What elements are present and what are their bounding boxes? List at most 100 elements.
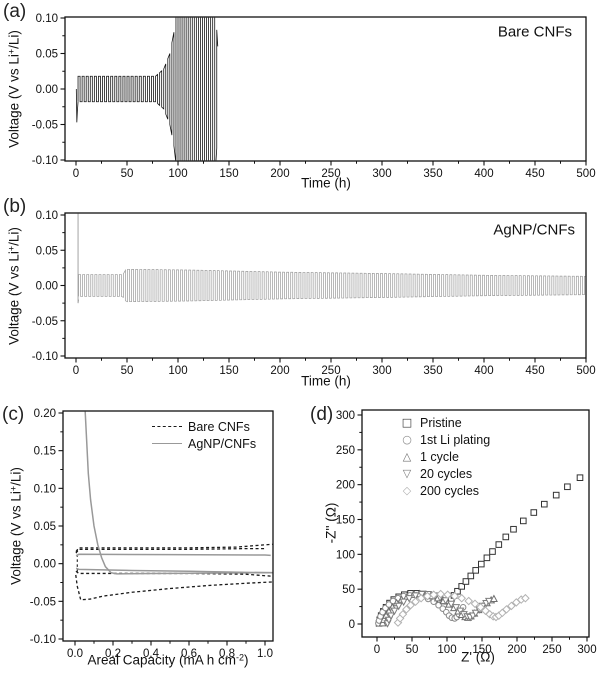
legend-item-pristine: □ Pristine bbox=[398, 414, 490, 431]
triangle-down-marker-icon: ▽ bbox=[402, 467, 412, 480]
square-marker-icon: □ bbox=[401, 416, 413, 429]
svg-text:-0.10: -0.10 bbox=[30, 634, 56, 646]
svg-text:0.2: 0.2 bbox=[105, 648, 121, 660]
panel-a-axes: 0 50 100 150 200 250 300 350 400 450 500 0.10 0.05 0.… bbox=[32, 13, 596, 180]
svg-text:200: 200 bbox=[270, 365, 289, 377]
panel-d-y-axis-label: -Z'' (Ω) bbox=[323, 502, 339, 544]
panel-d-plot-area bbox=[375, 474, 584, 628]
svg-text:50: 50 bbox=[342, 584, 355, 596]
panel-a-sample-label: Bare CNFs bbox=[497, 23, 572, 41]
svg-text:400: 400 bbox=[474, 168, 493, 180]
svg-text:0.05: 0.05 bbox=[36, 245, 58, 257]
svg-text:350: 350 bbox=[423, 365, 442, 377]
panel-d-axes: 0 50 100 150 200 250 300 0 50 100 150 200 250 300 bbox=[336, 410, 597, 656]
svg-text:-0.05: -0.05 bbox=[30, 596, 56, 608]
panel-b-axes: 0 50 100 150 200 250 300 350 400 450 500 0.10 0.05 0.… bbox=[32, 210, 596, 377]
svg-text:300: 300 bbox=[372, 168, 391, 180]
svg-text:-0.10: -0.10 bbox=[32, 155, 58, 167]
panel-d-series-1st-li-plating bbox=[375, 592, 467, 627]
svg-text:-0.10: -0.10 bbox=[32, 351, 58, 363]
svg-text:0: 0 bbox=[374, 644, 380, 656]
panel-c-axes: 0.0 0.2 0.4 0.6 0.8 1.0 0.20 0.15 0.10 0.05 0.00 -0… bbox=[30, 408, 273, 660]
panel-c-x-axis-label: Areal Capacity (mA h cm-2) bbox=[87, 652, 249, 668]
svg-text:0.8: 0.8 bbox=[219, 648, 235, 660]
panel-c-series-agnp-cnfs-strip-plateau bbox=[75, 553, 271, 557]
legend-item-1-cycle: △ 1 cycle bbox=[398, 448, 490, 465]
svg-text:0.20: 0.20 bbox=[34, 408, 56, 420]
svg-text:400: 400 bbox=[474, 365, 493, 377]
svg-text:0.10: 0.10 bbox=[36, 210, 58, 222]
panel-c-series-agnp-cnfs-plating-plateau bbox=[75, 567, 273, 574]
panel-c-series-bare-cnfs-first-plating bbox=[75, 574, 273, 601]
svg-text:500: 500 bbox=[576, 365, 595, 377]
svg-text:50: 50 bbox=[121, 365, 134, 377]
svg-text:100: 100 bbox=[336, 549, 355, 561]
dashed-line-sample-icon bbox=[152, 426, 182, 427]
panel-a-series-initial-transient bbox=[75, 88, 79, 123]
panel-c-legend: Bare CNFs AgNP/CNFs bbox=[152, 418, 256, 452]
svg-text:0: 0 bbox=[73, 168, 79, 180]
svg-text:200: 200 bbox=[507, 644, 526, 656]
panel-b-y-axis-label: Voltage (V vs Li+/Li) bbox=[6, 227, 22, 345]
svg-text:200: 200 bbox=[270, 168, 289, 180]
legend-item-20-cycles: ▽ 20 cycles bbox=[398, 465, 490, 482]
panel-a-x-axis-label: Time (h) bbox=[301, 175, 351, 191]
svg-text:0.00: 0.00 bbox=[34, 559, 56, 571]
panel-c-series-bare-cnfs-plating-plateau bbox=[75, 570, 273, 577]
panel-d-x-axis-label: Z' (Ω) bbox=[461, 649, 495, 665]
panel-d-series-20-cycles bbox=[383, 590, 494, 628]
legend-item-bare-cnfs: Bare CNFs bbox=[152, 418, 256, 435]
svg-text:450: 450 bbox=[525, 365, 544, 377]
panel-a-plot-area bbox=[75, 17, 219, 161]
legend-item-agnp-cnfs: AgNP/CNFs bbox=[152, 435, 256, 452]
panel-c-series-bare-cnfs-strip-plateau-2 bbox=[75, 543, 273, 553]
diamond-marker-icon: ◇ bbox=[402, 484, 412, 497]
panel-a-letter: (a) bbox=[3, 1, 27, 22]
svg-text:250: 250 bbox=[542, 644, 561, 656]
svg-text:0.00: 0.00 bbox=[36, 84, 58, 96]
svg-text:0.05: 0.05 bbox=[36, 49, 58, 61]
legend-item-1st-li-plating: ○ 1st Li plating bbox=[398, 431, 490, 448]
svg-text:250: 250 bbox=[321, 168, 340, 180]
legend-item-200-cycles: ◇ 200 cycles bbox=[398, 482, 490, 499]
svg-text:50: 50 bbox=[406, 644, 419, 656]
svg-text:200: 200 bbox=[336, 480, 355, 492]
svg-text:1.0: 1.0 bbox=[257, 648, 273, 660]
panel-b-x-axis-label: Time (h) bbox=[301, 373, 351, 389]
panel-d-legend: □ Pristine ○ 1st Li plating △ 1 cycle ▽ … bbox=[398, 414, 490, 499]
panel-c-series-agnp-cnfs-nucleation bbox=[84, 411, 273, 575]
svg-text:0.4: 0.4 bbox=[143, 648, 160, 660]
svg-text:300: 300 bbox=[372, 365, 391, 377]
svg-text:100: 100 bbox=[437, 644, 456, 656]
panel-b-series-initial-spike bbox=[77, 213, 79, 304]
panel-b-sample-label: AgNP/CNFs bbox=[493, 221, 575, 239]
panel-d-letter: (d) bbox=[310, 404, 334, 425]
svg-text:500: 500 bbox=[576, 168, 595, 180]
panel-a-y-axis-label: Voltage (V vs Li+/Li) bbox=[6, 30, 22, 148]
svg-text:0.0: 0.0 bbox=[67, 648, 83, 660]
svg-text:0: 0 bbox=[349, 619, 355, 631]
svg-text:0.10: 0.10 bbox=[34, 483, 56, 495]
circle-marker-icon: ○ bbox=[402, 433, 412, 446]
svg-text:150: 150 bbox=[219, 365, 238, 377]
panel-b-plot-area bbox=[77, 213, 586, 304]
svg-text:100: 100 bbox=[168, 365, 187, 377]
panel-a-series-cycling-voltage bbox=[77, 17, 219, 161]
svg-text:250: 250 bbox=[336, 445, 355, 457]
triangle-up-marker-icon: △ bbox=[402, 450, 412, 463]
svg-text:300: 300 bbox=[577, 644, 596, 656]
svg-text:0.10: 0.10 bbox=[36, 13, 58, 25]
svg-text:100: 100 bbox=[168, 168, 187, 180]
svg-text:150: 150 bbox=[472, 644, 491, 656]
panel-c-series-bare-cnfs-strip-plateau-1 bbox=[75, 547, 265, 554]
solid-line-sample-icon bbox=[152, 443, 182, 444]
svg-text:0.05: 0.05 bbox=[34, 521, 56, 533]
panel-c-plot-area bbox=[75, 411, 273, 601]
svg-text:0: 0 bbox=[73, 365, 79, 377]
panel-c-y-axis-label: Voltage (V vs Li+/Li) bbox=[8, 467, 24, 585]
panel-b-series-cycling-voltage bbox=[78, 268, 586, 303]
panel-b-letter: (b) bbox=[3, 196, 27, 217]
svg-text:300: 300 bbox=[336, 410, 355, 422]
